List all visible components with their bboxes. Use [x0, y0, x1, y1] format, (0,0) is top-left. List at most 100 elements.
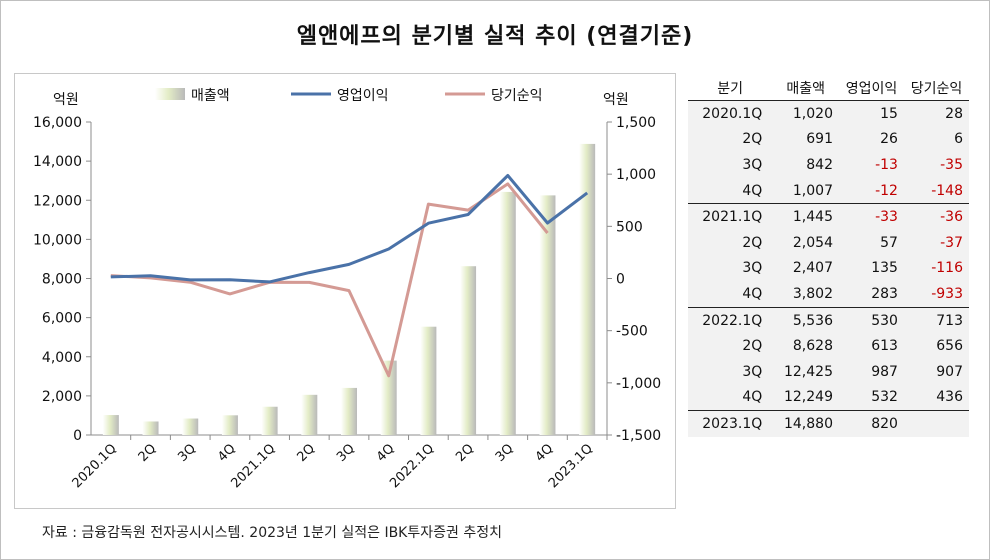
table-cell: 4Q — [742, 389, 763, 406]
x-tick-label: 2Q — [453, 441, 477, 465]
x-tick-label: 2023.1Q — [546, 441, 596, 491]
x-tick-label: 3Q — [175, 441, 199, 465]
table-row: 2Q 691 26 6 — [688, 126, 969, 153]
table-cell: -36 — [903, 203, 969, 230]
revenue-bar — [102, 415, 119, 435]
table-cell: 14,880 — [772, 410, 839, 437]
table-cell: -13 — [875, 156, 898, 173]
net-income-line — [110, 182, 549, 378]
quarterly-results-table: 분기 매출액 영업이익 당기순익 2020.1Q 1,020 15 28 2Q 691 26 6 3Q… — [688, 76, 969, 437]
x-tick-label: 2022.1Q — [387, 441, 437, 491]
revenue-bar — [221, 415, 238, 435]
table-cell: 4Q — [742, 182, 763, 199]
revenue-bar — [182, 418, 199, 435]
left-tick-label: 14,000 — [33, 154, 82, 170]
table-cell: -12 — [875, 182, 898, 199]
left-tick-label: 10,000 — [33, 232, 82, 248]
x-tick-label: 2021.1Q — [228, 441, 278, 491]
table-cell: 8,628 — [792, 338, 833, 355]
table-cell: 3Q — [742, 363, 763, 380]
left-tick-label: 16,000 — [33, 115, 82, 131]
table-header-cell: 매출액 — [772, 76, 839, 101]
table-row: 4Q 3,802 283 -933 — [688, 281, 969, 308]
table-cell: 2,054 — [792, 234, 833, 251]
table-row: 2020.1Q 1,020 15 28 — [688, 100, 969, 127]
table-cell: 987 — [871, 363, 898, 380]
table-cell: 2021.1Q — [688, 203, 773, 230]
table-cell: 2020.1Q — [702, 105, 763, 122]
table-cell: 12,425 — [783, 363, 833, 380]
table-row: 4Q 1,007 -12 -148 — [688, 177, 969, 204]
revenue-bar — [499, 191, 516, 435]
left-tick-label: 4,000 — [42, 350, 82, 366]
x-tick-label: 2Q — [294, 441, 318, 465]
table-header-cell: 영업이익 — [838, 76, 904, 101]
table-cell: -37 — [940, 234, 963, 251]
table-cell: 532 — [871, 389, 898, 406]
x-tick-label: 2020.1Q — [70, 441, 120, 491]
x-tick-label: 4Q — [374, 441, 398, 465]
table-row: 2022.1Q 5,536 530 713 — [688, 306, 969, 334]
table-cell: 2Q — [742, 338, 763, 355]
right-tick-label: 1,500 — [616, 115, 656, 131]
revenue-bar — [539, 195, 556, 435]
revenue-bar — [261, 406, 278, 435]
left-tick-label: 2,000 — [42, 389, 82, 405]
x-tick-label: 4Q — [215, 441, 239, 465]
operating-profit-line — [110, 174, 589, 284]
table-cell: 283 — [871, 285, 898, 302]
table-cell: 5,536 — [772, 306, 839, 334]
table-cell: 691 — [806, 131, 833, 148]
table-cell: -35 — [940, 156, 963, 173]
table-cell: 57 — [880, 234, 898, 251]
table-cell: 656 — [936, 338, 963, 355]
legend-swatch-revenue — [155, 88, 185, 100]
table-cell: 2023.1Q — [688, 410, 773, 437]
table-row: 3Q 12,425 987 907 — [688, 358, 969, 385]
x-tick-label: 2Q — [136, 441, 160, 465]
table-cell: 4Q — [742, 285, 763, 302]
table-cell: 436 — [936, 389, 963, 406]
table-cell: -148 — [931, 182, 963, 199]
right-tick-label: 1,000 — [616, 167, 656, 183]
left-tick-label: 12,000 — [33, 193, 82, 209]
chart-title: 엘앤에프의 분기별 실적 추이 (연결기준) — [296, 24, 694, 49]
left-tick-label: 0 — [73, 428, 82, 444]
table-cell: -33 — [838, 203, 904, 230]
table-cell: 135 — [871, 260, 898, 277]
table-cell: 1,445 — [772, 203, 839, 230]
right-tick-label: -500 — [616, 324, 648, 340]
table-cell: 3Q — [742, 260, 763, 277]
table-cell: 26 — [880, 131, 898, 148]
table-cell: 2Q — [742, 131, 763, 148]
table-cell: 1,020 — [792, 105, 833, 122]
table-header-cell: 당기순익 — [903, 76, 969, 101]
x-tick-label: 4Q — [533, 441, 557, 465]
left-tick-label: 8,000 — [42, 272, 82, 288]
source-note: 자료 : 금융감독원 전자공시시스템. 2023년 1분기 실적은 IBK투자증… — [42, 525, 502, 541]
combo-chart: 0 2,000 4,000 6,000 8,000 10,000 12,000 14,000 1… — [33, 88, 661, 491]
right-tick-label: 500 — [616, 219, 643, 235]
x-tick-label: 3Q — [334, 441, 358, 465]
revenue-bar — [579, 143, 596, 435]
legend-label-operating-profit: 영업이익 — [337, 88, 389, 104]
table-cell: 6 — [954, 131, 963, 148]
left-axis-unit: 억원 — [53, 92, 79, 108]
right-tick-label: -1,000 — [616, 376, 661, 392]
table-header-row: 분기 매출액 영업이익 당기순익 — [688, 76, 969, 101]
table-cell: 15 — [880, 105, 898, 122]
x-tick-label: 3Q — [493, 441, 517, 465]
table-cell: 842 — [806, 156, 833, 173]
table-cell — [903, 410, 969, 437]
table-cell: 12,249 — [783, 389, 833, 406]
right-tick-label: 0 — [616, 272, 625, 288]
table-cell: 3Q — [742, 156, 763, 173]
table-cell: 3,802 — [792, 285, 833, 302]
legend-label-revenue: 매출액 — [191, 88, 230, 104]
table-cell: 820 — [838, 410, 904, 437]
revenue-bar — [460, 266, 477, 435]
left-tick-label: 6,000 — [42, 311, 82, 327]
table-cell: 2Q — [742, 234, 763, 251]
table-cell: 907 — [936, 363, 963, 380]
table-cell: 713 — [903, 306, 969, 334]
